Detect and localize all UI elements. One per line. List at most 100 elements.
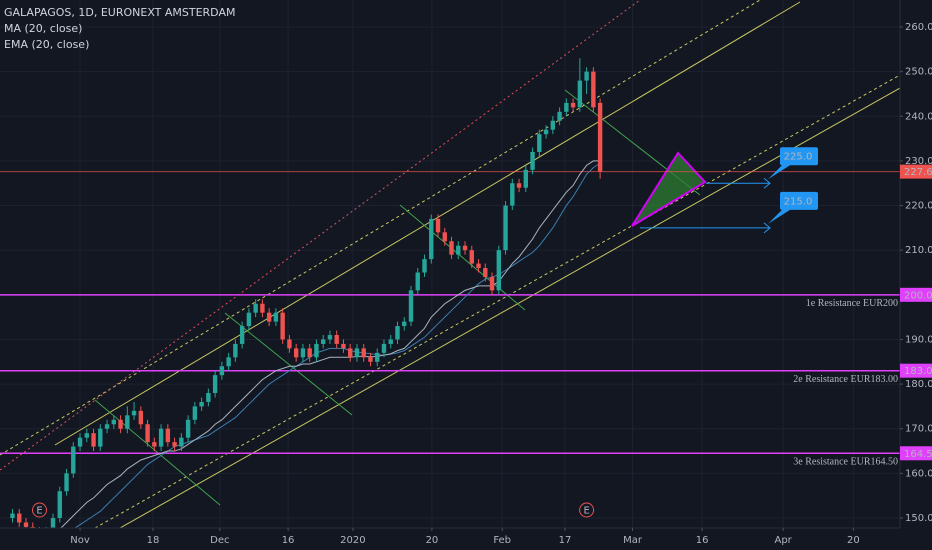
red-dotted-trend (0, 0, 641, 471)
candle-body (17, 513, 22, 523)
price-tag-label: 164.5 (904, 449, 932, 460)
candle-body (77, 437, 83, 447)
candle-body (104, 424, 110, 429)
candle-body (98, 428, 103, 447)
level-label: 3e Resistance EUR164.50 (793, 457, 898, 468)
event-marker (32, 502, 48, 518)
candle-body (543, 129, 549, 135)
y-tick-label: 240.0 (905, 111, 932, 122)
x-tick-label: 16 (282, 535, 295, 546)
candle-body (537, 134, 542, 152)
candle-body (429, 218, 434, 260)
y-tick-label: 250.0 (905, 67, 932, 78)
candle-body (293, 348, 299, 358)
candle-body (57, 491, 62, 519)
candle-body (280, 312, 285, 340)
green-line (224, 312, 353, 416)
candle-body (334, 334, 339, 344)
y-tick-label: 170.0 (905, 424, 932, 435)
candle-body (111, 419, 117, 425)
callout-label: 225.0 (784, 152, 813, 163)
candle-body (395, 326, 400, 340)
candle-body (327, 334, 333, 340)
overlay: 1e Resistance EUR200 2e Resistance EUR183… (32, 147, 898, 518)
candle-body (462, 245, 468, 251)
candle-body (233, 343, 238, 358)
channel-lower (119, 87, 900, 528)
candle-body (348, 348, 353, 358)
candle-body (266, 312, 272, 322)
channel-dashed-upper (0, 0, 761, 456)
level-label: 2e Resistance EUR183.00 (793, 374, 898, 385)
candle-body (449, 241, 454, 255)
x-tick-label: Mar (623, 535, 643, 546)
candle-body (489, 276, 495, 291)
candle-body (516, 183, 522, 188)
candle-body (212, 375, 218, 394)
y-tick-label: 190.0 (905, 334, 932, 345)
candle-body (375, 352, 380, 362)
candle-body (456, 245, 461, 255)
green-line (399, 204, 526, 311)
candle-body (496, 250, 501, 291)
target-arrow (763, 177, 771, 189)
candle-body (185, 419, 191, 438)
candle-body (206, 393, 211, 402)
candle-body (422, 259, 427, 273)
price-tag-label: 200.0 (904, 290, 932, 301)
x-tick-label: 20 (847, 535, 860, 546)
y-tick-label: 230.0 (905, 156, 932, 167)
candle-body (131, 410, 137, 416)
candle-body (368, 357, 373, 362)
candle-body (557, 111, 562, 121)
x-tick-label: Dec (210, 535, 229, 546)
candle-body (125, 415, 130, 429)
candle-body (503, 205, 508, 251)
legend: GALAPAGOS, 1D, EURONEXT AMSTERDAM MA (20… (4, 6, 235, 51)
candle-body (152, 442, 157, 447)
candle-body (314, 343, 319, 358)
y-tick-label: 210.0 (905, 245, 932, 256)
candle-body (158, 428, 164, 447)
x-tick-label: Nov (70, 535, 90, 546)
x-tick-label: 2020 (340, 535, 365, 546)
candle-body (50, 518, 56, 528)
price-tag (900, 287, 932, 302)
candle-body (597, 102, 603, 172)
candle-body (361, 348, 366, 358)
candle-body (219, 366, 225, 376)
y-tick-label: 180.0 (905, 379, 932, 390)
x-tick-label: 18 (147, 535, 160, 546)
candle-body (523, 169, 529, 188)
candle-body (577, 80, 583, 108)
indicator-line (74, 162, 601, 528)
candle-body (179, 437, 184, 447)
y-tick-label: 160.0 (905, 468, 932, 479)
candle-body (570, 102, 576, 108)
candle-body (584, 71, 589, 81)
candle-body (415, 272, 420, 291)
candle-body (30, 526, 35, 528)
x-tick-label: Apr (774, 535, 792, 546)
candle-body (273, 312, 279, 322)
candle-body (165, 428, 171, 443)
price-tag (900, 164, 932, 179)
plot (0, 58, 900, 528)
candle-body (402, 321, 407, 327)
candle-body (138, 410, 144, 425)
channel-dashed-lower (94, 74, 900, 528)
candle-body (469, 250, 474, 264)
candle-body (253, 303, 258, 313)
callout-label: 215.0 (784, 196, 813, 207)
event-label: E (583, 506, 589, 517)
indicator-line (60, 160, 601, 528)
candle-body (341, 343, 346, 349)
candle-body (172, 442, 177, 447)
candle-body (145, 424, 150, 443)
candle-body (199, 401, 204, 407)
y-tick-label: 150.0 (905, 513, 932, 524)
candle-body (192, 406, 198, 420)
price-tag (900, 363, 932, 378)
price-tag (900, 446, 932, 461)
